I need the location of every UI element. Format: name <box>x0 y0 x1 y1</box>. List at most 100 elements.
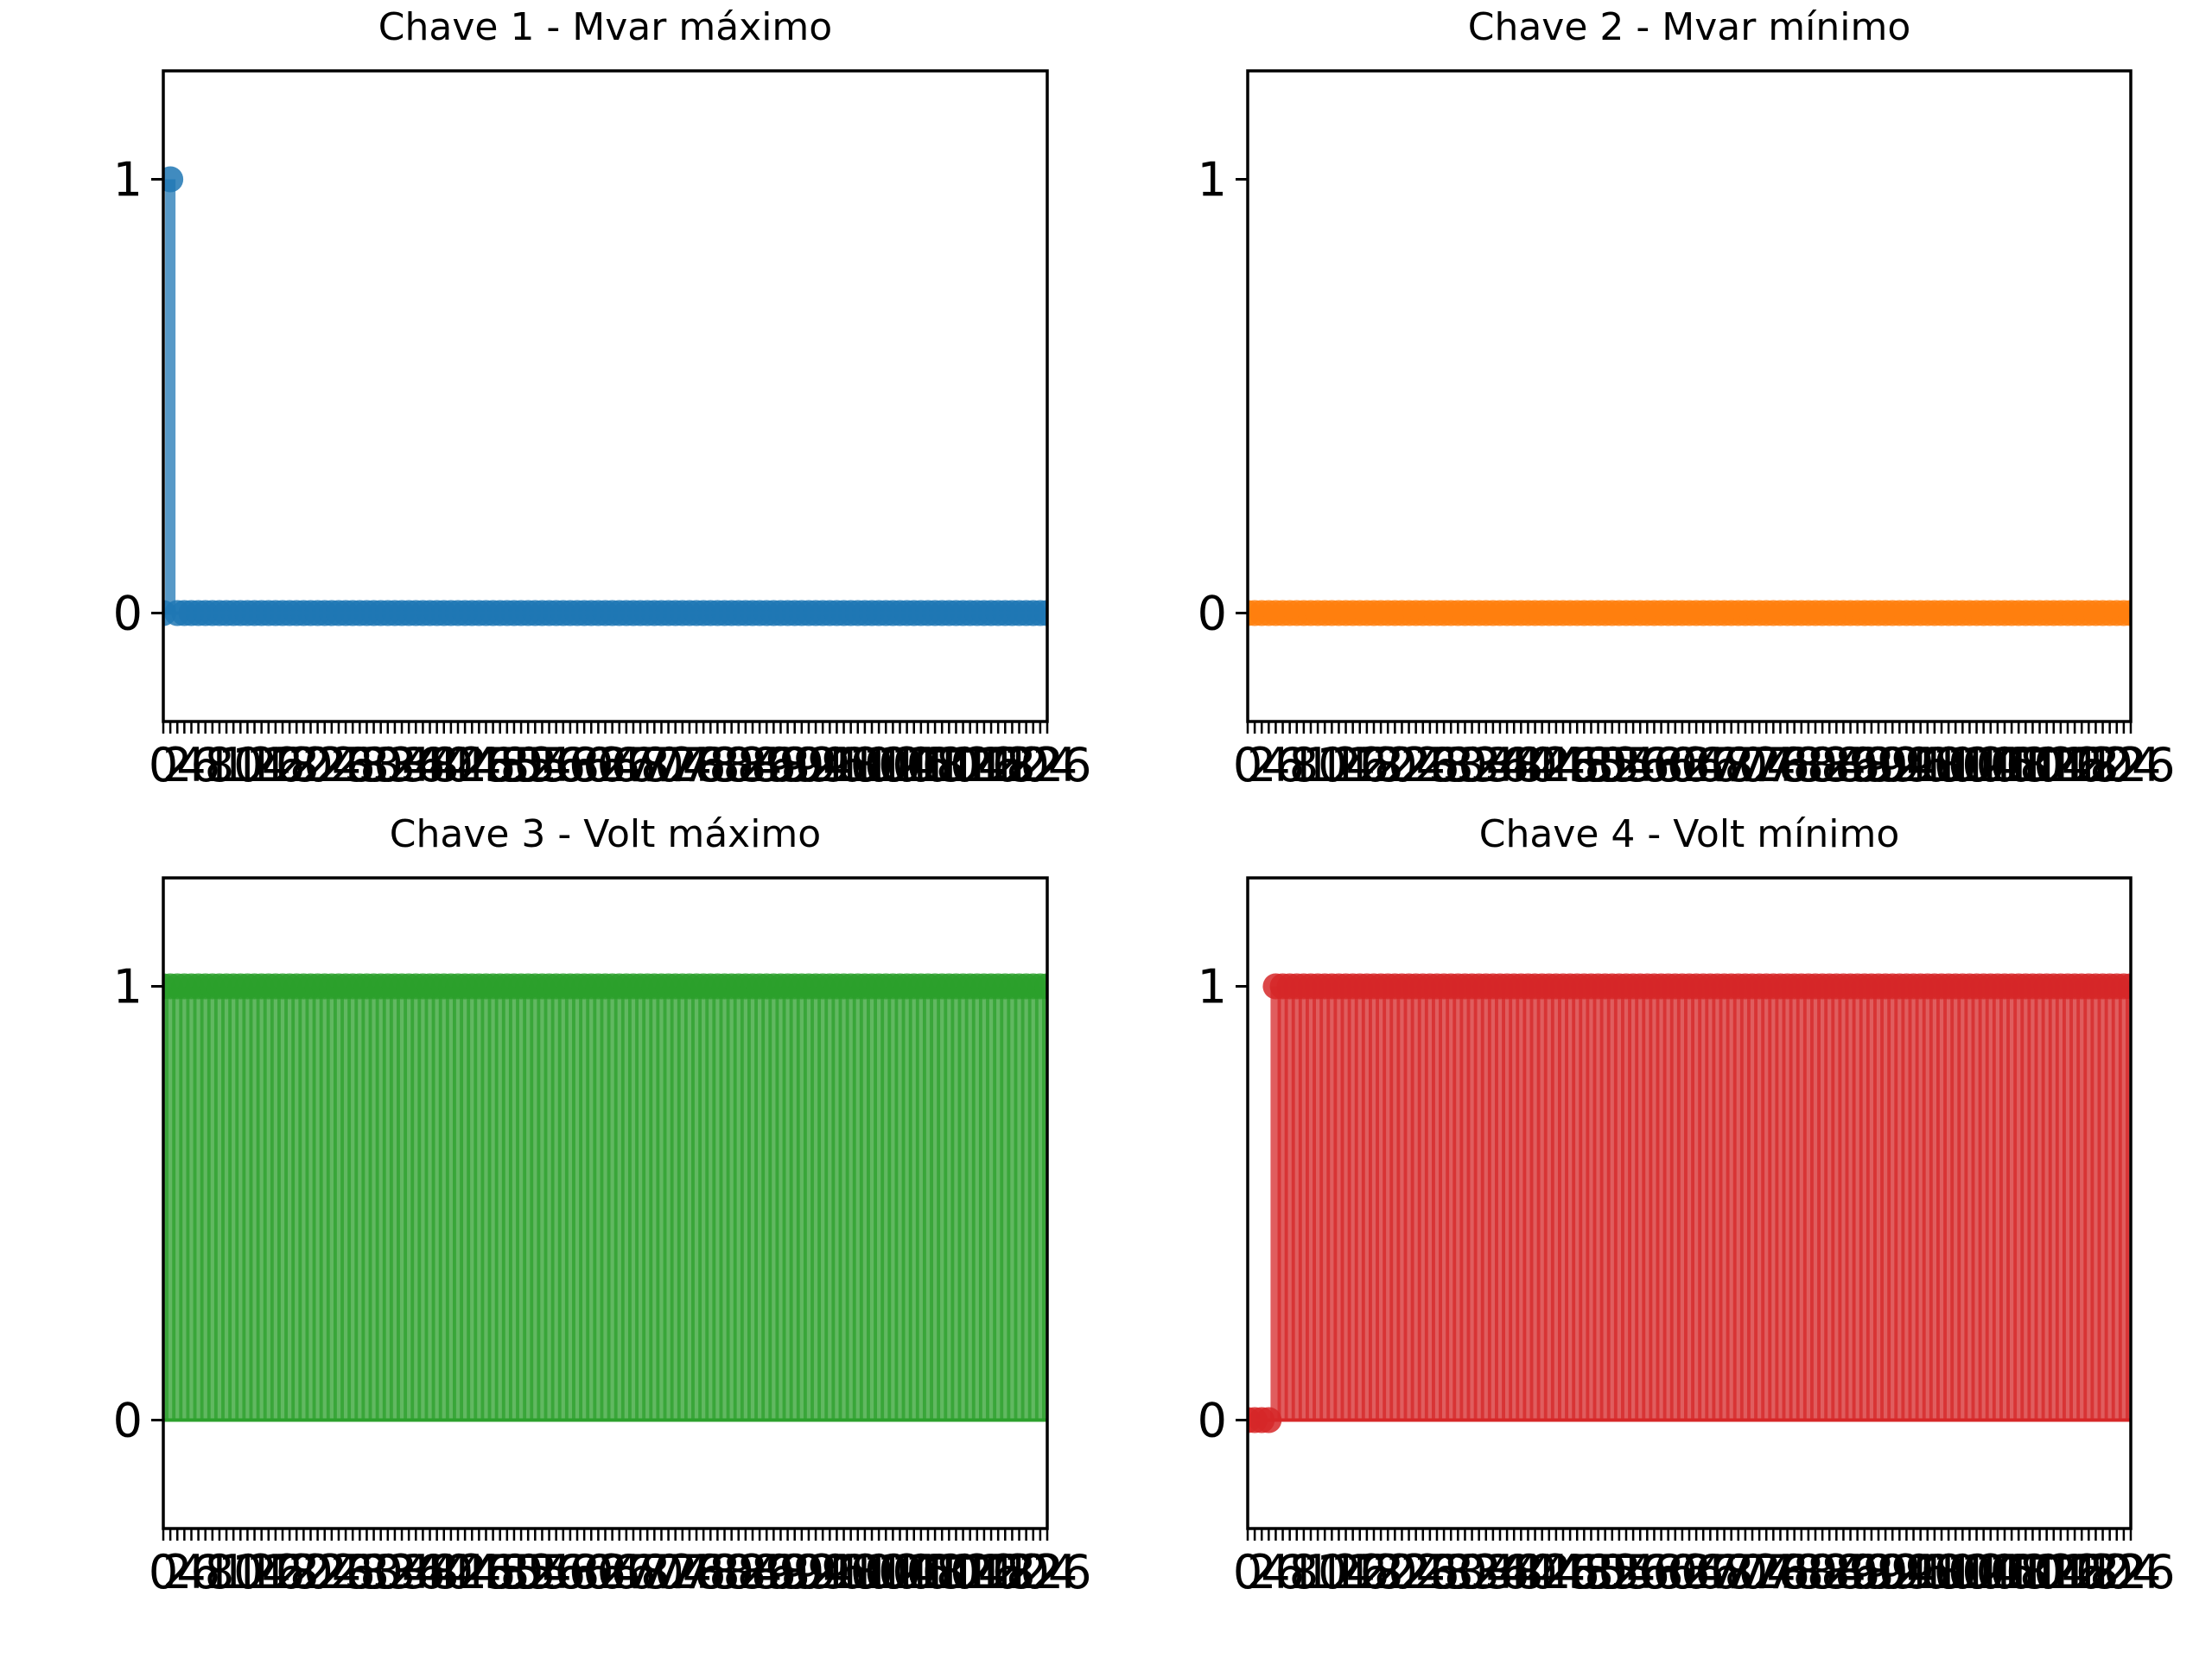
x-tick-label: 62 <box>569 1545 628 1599</box>
x-tick-label: 32 <box>358 1545 417 1599</box>
x-tick-label: 18 <box>260 1545 320 1599</box>
x-tick-label: 44 <box>1527 1545 1586 1599</box>
x-tick-label: 2 <box>1247 738 1276 792</box>
x-tick-label: 92 <box>1863 1545 1923 1599</box>
x-tick-label: 110 <box>1974 1545 2063 1599</box>
x-tick-label: 12 <box>218 1545 277 1599</box>
x-tick-label: 24 <box>302 1545 361 1599</box>
x-tick-label: 36 <box>386 1545 446 1599</box>
x-tick-label: 14 <box>1316 738 1376 792</box>
x-tick-label: 102 <box>835 738 924 792</box>
x-tick-label: 24 <box>1386 1545 1446 1599</box>
x-tick-label: 98 <box>1905 1545 1965 1599</box>
x-tick-label: 22 <box>288 1545 347 1599</box>
x-tick-label: 44 <box>1527 738 1586 792</box>
x-tick-label: 42 <box>1512 738 1572 792</box>
x-tick-label: 124 <box>2072 738 2161 792</box>
x-tick-label: 34 <box>1456 1545 1516 1599</box>
x-tick-label: 126 <box>1002 738 1091 792</box>
x-tick-label: 10 <box>1288 1545 1348 1599</box>
x-tick-label: 72 <box>639 1545 698 1599</box>
y-tick-label: 0 <box>1198 1394 1227 1448</box>
x-tick-label: 40 <box>414 738 474 792</box>
subplot-title: Chave 3 - Volt máximo <box>390 812 821 856</box>
y-tick-label: 1 <box>1198 153 1227 207</box>
x-tick-label: 36 <box>1471 738 1530 792</box>
x-tick-label: 92 <box>779 1545 839 1599</box>
x-tick-label: 82 <box>709 1545 768 1599</box>
x-tick-label: 62 <box>1653 1545 1713 1599</box>
x-tick-label: 90 <box>765 738 824 792</box>
x-tick-label: 124 <box>988 1545 1077 1599</box>
x-tick-label: 78 <box>1764 1545 1824 1599</box>
x-tick-label: 0 <box>149 1545 178 1599</box>
x-tick-label: 86 <box>1821 738 1880 792</box>
x-tick-label: 18 <box>1344 738 1404 792</box>
x-tick-label: 60 <box>1638 1545 1698 1599</box>
x-tick-label: 8 <box>205 738 234 792</box>
x-tick-label: 74 <box>1737 1545 1796 1599</box>
x-tick-label: 84 <box>1807 1545 1866 1599</box>
x-tick-label: 30 <box>344 738 404 792</box>
x-tick-label: 88 <box>1834 1545 1894 1599</box>
x-tick-label: 98 <box>1905 738 1965 792</box>
x-tick-label: 38 <box>1484 738 1544 792</box>
x-tick-label: 82 <box>1793 738 1853 792</box>
x-tick-label: 126 <box>1002 1545 1091 1599</box>
x-tick-label: 4 <box>176 738 206 792</box>
x-tick-label: 74 <box>1737 738 1796 792</box>
x-tick-label: 84 <box>723 1545 783 1599</box>
x-tick-label: 122 <box>2058 738 2147 792</box>
x-tick-label: 56 <box>526 1545 586 1599</box>
x-tick-label: 118 <box>947 1545 1036 1599</box>
x-tick-label: 60 <box>1638 738 1698 792</box>
x-tick-label: 52 <box>1582 738 1642 792</box>
x-tick-label: 50 <box>485 1545 544 1599</box>
x-tick-label: 96 <box>1891 738 1950 792</box>
x-tick-label: 34 <box>1456 738 1516 792</box>
x-tick-label: 112 <box>905 1545 994 1599</box>
x-tick-label: 102 <box>1918 738 2007 792</box>
x-tick-label: 42 <box>429 1545 488 1599</box>
x-tick-label: 94 <box>1877 738 1936 792</box>
x-tick-label: 50 <box>1568 1545 1628 1599</box>
x-tick-label: 10 <box>1288 738 1348 792</box>
x-tick-label: 108 <box>1960 1545 2049 1599</box>
x-tick-label: 22 <box>288 738 347 792</box>
x-tick-label: 90 <box>1849 738 1909 792</box>
x-tick-label: 40 <box>1498 738 1558 792</box>
x-tick-label: 120 <box>961 738 1050 792</box>
x-tick-label: 100 <box>1904 738 1993 792</box>
x-tick-label: 110 <box>891 1545 980 1599</box>
x-tick-label: 66 <box>596 1545 656 1599</box>
x-tick-label: 86 <box>737 1545 797 1599</box>
x-tick-label: 78 <box>681 1545 741 1599</box>
x-tick-label: 56 <box>526 738 586 792</box>
x-tick-label: 68 <box>611 1545 671 1599</box>
x-tick-label: 54 <box>1597 1545 1656 1599</box>
x-tick-label: 4 <box>1261 738 1290 792</box>
subplot-4: 0102468101214161820222426283032343638404… <box>1198 812 2176 1599</box>
x-tick-label: 102 <box>1918 1545 2007 1599</box>
x-tick-label: 114 <box>2002 738 2091 792</box>
x-tick-label: 58 <box>1624 1545 1684 1599</box>
x-tick-label: 16 <box>246 1545 306 1599</box>
x-tick-label: 46 <box>1541 1545 1600 1599</box>
y-tick-label: 1 <box>113 153 143 207</box>
x-tick-label: 112 <box>1988 1545 2077 1599</box>
stem-marker <box>163 166 184 193</box>
x-tick-label: 40 <box>414 1545 474 1599</box>
x-tick-label: 100 <box>820 738 909 792</box>
x-tick-label: 44 <box>442 738 502 792</box>
x-tick-label: 82 <box>709 738 768 792</box>
x-tick-label: 80 <box>695 1545 754 1599</box>
x-tick-label: 96 <box>807 738 867 792</box>
x-tick-label: 12 <box>1302 738 1362 792</box>
plot-area <box>163 973 1047 1422</box>
x-tick-label: 30 <box>1428 738 1488 792</box>
x-tick-label: 98 <box>821 1545 880 1599</box>
x-tick-label: 124 <box>988 738 1077 792</box>
x-tick-label: 60 <box>555 738 614 792</box>
x-tick-label: 92 <box>779 738 839 792</box>
